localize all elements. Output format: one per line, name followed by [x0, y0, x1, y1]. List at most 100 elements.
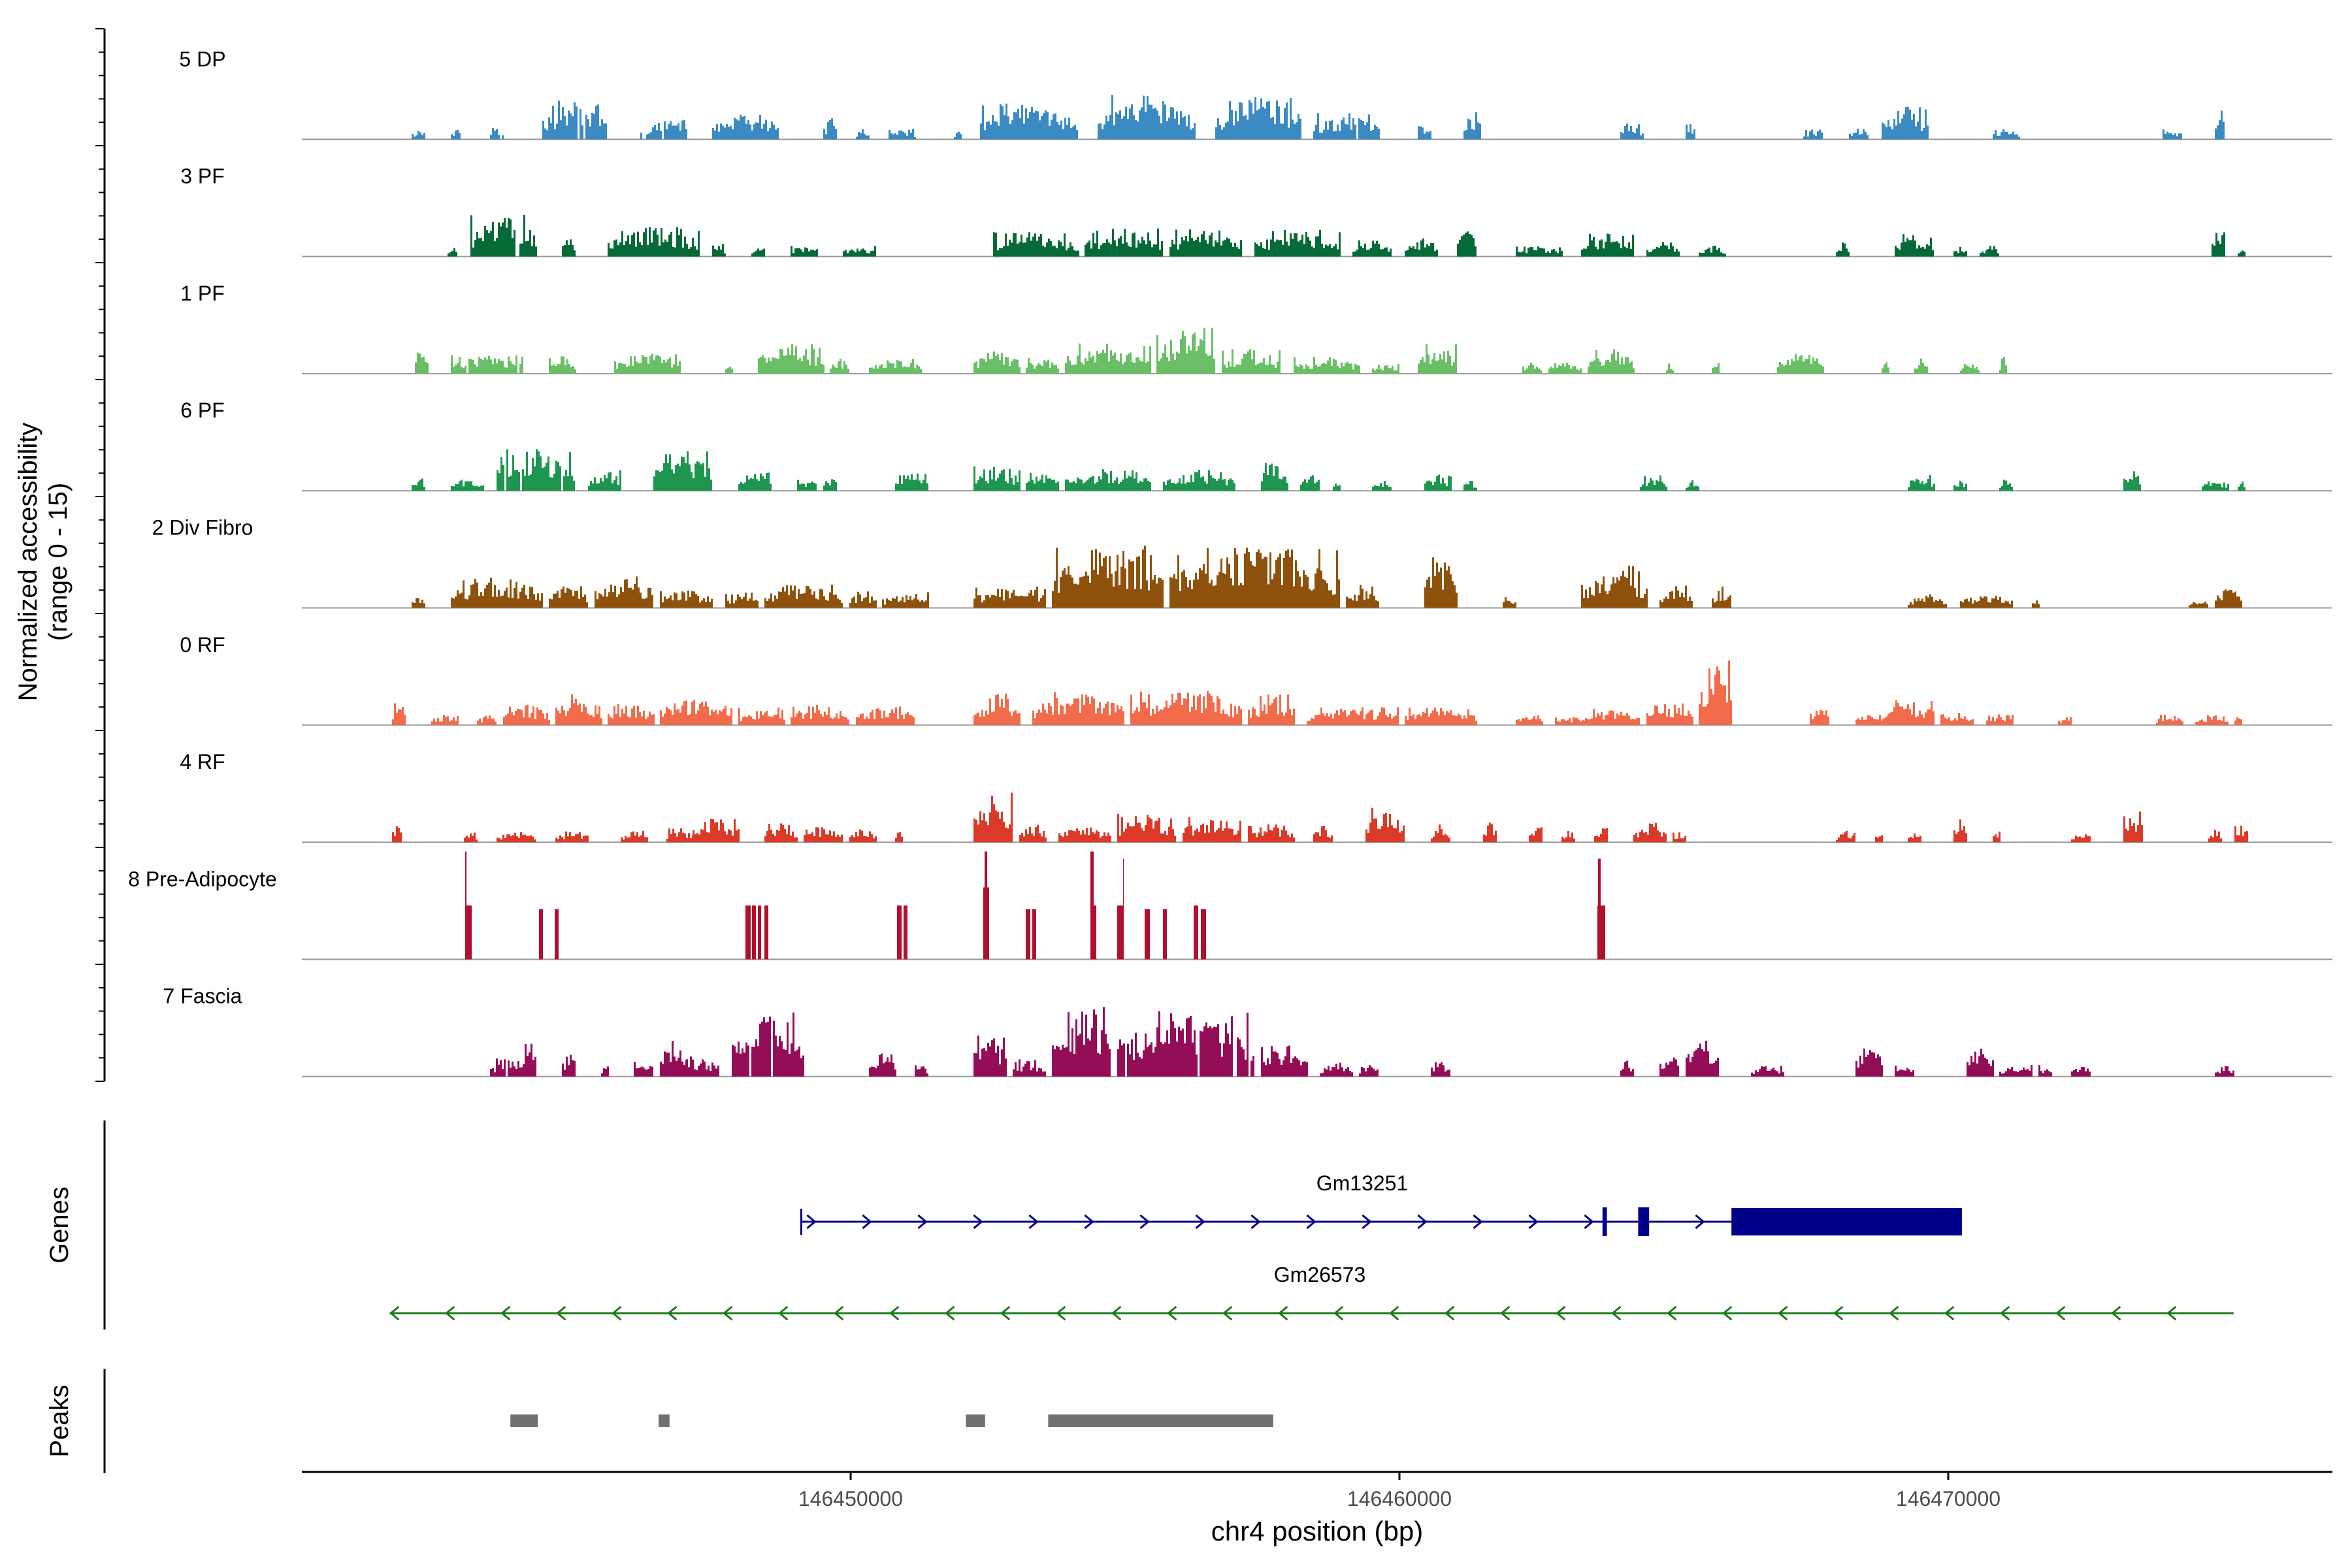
strand-arrow	[1556, 1305, 1566, 1321]
track-3-pf: 3 PF	[180, 165, 2332, 257]
gene-gm26573: Gm26573	[389, 1263, 2234, 1321]
strand-arrow	[1362, 1214, 1372, 1230]
coverage-area	[412, 95, 2225, 140]
coverage-area	[490, 1007, 2234, 1077]
strand-arrow	[723, 1305, 733, 1321]
strand-arrow	[2166, 1305, 2177, 1321]
strand-arrow	[1445, 1305, 1455, 1321]
x-axis-label: chr4 position (bp)	[1211, 1516, 1424, 1546]
y-axis-title: Normalized accessibility(range 0 - 15)	[14, 28, 106, 1082]
x-tick-label: 146450000	[798, 1487, 903, 1511]
coverage-area	[415, 327, 2007, 374]
strand-arrow	[1833, 1305, 1844, 1321]
track-label: 3 PF	[180, 165, 225, 188]
genes-panel: Genes Gm13251 Gm26573	[45, 1120, 2234, 1330]
strand-arrow	[1111, 1305, 1122, 1321]
coverage-area	[392, 661, 2242, 725]
track-label: 0 RF	[180, 633, 225, 657]
gene-gm13251: Gm13251	[800, 1171, 1962, 1236]
strand-arrow	[1306, 1214, 1316, 1230]
strand-arrow	[1528, 1214, 1539, 1230]
strand-arrow	[2111, 1305, 2121, 1321]
x-tick-label: 146470000	[1896, 1487, 2001, 1511]
strand-arrow	[1333, 1305, 1344, 1321]
track-7-fascia: 7 Fascia	[163, 985, 2332, 1077]
y-axis-label-line2: (range 0 - 15)	[44, 483, 73, 641]
strand-arrow	[1250, 1214, 1261, 1230]
genes-panel-label: Genes	[45, 1186, 74, 1264]
strand-arrow	[1667, 1305, 1677, 1321]
strand-arrow	[612, 1305, 622, 1321]
strand-arrow	[1278, 1305, 1288, 1321]
gene-name: Gm13251	[1316, 1171, 1409, 1195]
peak	[510, 1414, 538, 1427]
exon	[1602, 1207, 1607, 1236]
track-label: 6 PF	[180, 399, 225, 422]
y-axis-label: Normalized accessibility(range 0 - 15)	[14, 423, 73, 702]
strand-arrow	[1778, 1305, 1788, 1321]
track-1-pf: 1 PF	[180, 282, 2332, 374]
strand-arrow	[917, 1214, 928, 1230]
track-label: 4 RF	[180, 750, 225, 774]
strand-arrow	[1417, 1214, 1428, 1230]
strand-arrow	[1028, 1214, 1039, 1230]
strand-arrow	[1139, 1214, 1150, 1230]
strand-arrow	[556, 1305, 566, 1321]
strand-arrow	[1389, 1305, 1399, 1321]
track-5-dp: 5 DP	[179, 47, 2332, 140]
strand-arrow	[1944, 1305, 1955, 1321]
strand-arrow	[1000, 1305, 1011, 1321]
track-label: 1 PF	[180, 282, 225, 305]
strand-arrow	[1722, 1305, 1733, 1321]
strand-arrow	[1473, 1214, 1483, 1230]
strand-arrow	[445, 1305, 455, 1321]
coverage-area	[465, 851, 1605, 960]
strand-arrow	[389, 1305, 400, 1321]
coverage-tracks: 5 DP 3 PF 1 PF 6 PF 2 Div Fibro 0 RF 4 RF 8 Pre…	[128, 47, 2332, 1077]
coverage-area	[412, 449, 2246, 491]
strand-arrow	[1500, 1305, 1511, 1321]
exon	[1638, 1207, 1650, 1236]
y-axis-label-line1: Normalized accessibility	[14, 423, 42, 702]
strand-arrow	[834, 1305, 844, 1321]
strand-arrow	[2000, 1305, 2010, 1321]
strand-arrow	[667, 1305, 678, 1321]
strand-arrow	[889, 1305, 900, 1321]
track-4-rf: 4 RF	[180, 750, 2332, 843]
track-label: 5 DP	[179, 47, 225, 71]
track-6-pf: 6 PF	[180, 399, 2332, 492]
strand-arrow	[1056, 1305, 1066, 1321]
strand-arrow	[1584, 1214, 1594, 1230]
strand-arrow	[945, 1305, 955, 1321]
coverage-area	[392, 792, 2248, 843]
track-2-div-fibro: 2 Div Fibro	[152, 516, 2332, 609]
peaks-panel-label: Peaks	[45, 1384, 74, 1457]
strand-arrow	[862, 1214, 872, 1230]
gene-name: Gm26573	[1274, 1263, 1366, 1286]
exon	[1731, 1208, 1962, 1235]
strand-arrow	[1611, 1305, 1622, 1321]
strand-arrow	[1084, 1214, 1094, 1230]
strand-arrow	[1222, 1305, 1233, 1321]
peak	[659, 1414, 670, 1427]
coverage-area	[412, 546, 2242, 608]
track-label: 8 Pre-Adipocyte	[128, 867, 277, 890]
peak	[1048, 1414, 1273, 1427]
strand-arrow	[973, 1214, 983, 1230]
strand-arrow	[1889, 1305, 1899, 1321]
track-8-pre-adipocyte: 8 Pre-Adipocyte	[128, 851, 2332, 960]
strand-arrow	[1195, 1214, 1205, 1230]
track-0-rf: 0 RF	[180, 633, 2332, 726]
strand-arrow	[806, 1214, 817, 1230]
strand-arrow	[1695, 1214, 1705, 1230]
coverage-area	[448, 214, 2246, 257]
peak	[966, 1414, 985, 1427]
strand-arrow	[500, 1305, 511, 1321]
strand-arrow	[778, 1305, 789, 1321]
track-label: 2 Div Fibro	[152, 516, 253, 540]
x-axis: 146450000 146460000 146470000 chr4 position…	[302, 1471, 2332, 1546]
strand-arrow	[1167, 1305, 1177, 1321]
strand-arrow	[2055, 1305, 2066, 1321]
x-tick-label: 146460000	[1347, 1487, 1452, 1511]
